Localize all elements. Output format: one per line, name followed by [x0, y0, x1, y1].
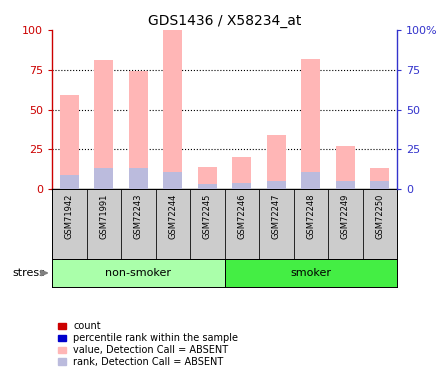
Text: GSM72244: GSM72244: [168, 194, 177, 239]
Text: smoker: smoker: [290, 268, 331, 278]
Bar: [155, 189, 190, 259]
Bar: [190, 189, 224, 259]
Bar: [163, 30, 182, 189]
Text: GSM72243: GSM72243: [134, 194, 143, 239]
Bar: [301, 171, 320, 189]
Bar: [294, 189, 328, 259]
Title: GDS1436 / X58234_at: GDS1436 / X58234_at: [148, 13, 301, 28]
Text: GSM72249: GSM72249: [341, 194, 350, 239]
Bar: [232, 183, 251, 189]
Bar: [224, 259, 397, 287]
Bar: [363, 189, 397, 259]
Bar: [52, 189, 86, 259]
Bar: [129, 71, 148, 189]
Bar: [129, 168, 148, 189]
Text: GSM72245: GSM72245: [203, 194, 212, 239]
Bar: [86, 189, 121, 259]
Bar: [370, 181, 389, 189]
Legend: count, percentile rank within the sample, value, Detection Call = ABSENT, rank, : count, percentile rank within the sample…: [57, 321, 239, 368]
Bar: [224, 189, 259, 259]
Bar: [121, 189, 155, 259]
Text: GSM71991: GSM71991: [99, 194, 108, 239]
Text: GSM71942: GSM71942: [65, 194, 74, 239]
Bar: [336, 146, 355, 189]
Bar: [163, 171, 182, 189]
Bar: [259, 189, 294, 259]
Bar: [301, 58, 320, 189]
Bar: [60, 175, 79, 189]
Bar: [94, 60, 113, 189]
Bar: [52, 259, 224, 287]
Bar: [232, 157, 251, 189]
Bar: [198, 167, 217, 189]
Text: GSM72250: GSM72250: [375, 194, 384, 239]
Bar: [60, 95, 79, 189]
Text: stress: stress: [12, 268, 45, 278]
Text: GSM72246: GSM72246: [237, 194, 246, 239]
Bar: [328, 189, 363, 259]
Bar: [370, 168, 389, 189]
Bar: [94, 168, 113, 189]
Text: non-smoker: non-smoker: [105, 268, 171, 278]
Bar: [267, 135, 286, 189]
Bar: [267, 181, 286, 189]
Text: GSM72248: GSM72248: [306, 194, 315, 239]
Bar: [198, 184, 217, 189]
Text: GSM72247: GSM72247: [272, 194, 281, 239]
Bar: [336, 181, 355, 189]
